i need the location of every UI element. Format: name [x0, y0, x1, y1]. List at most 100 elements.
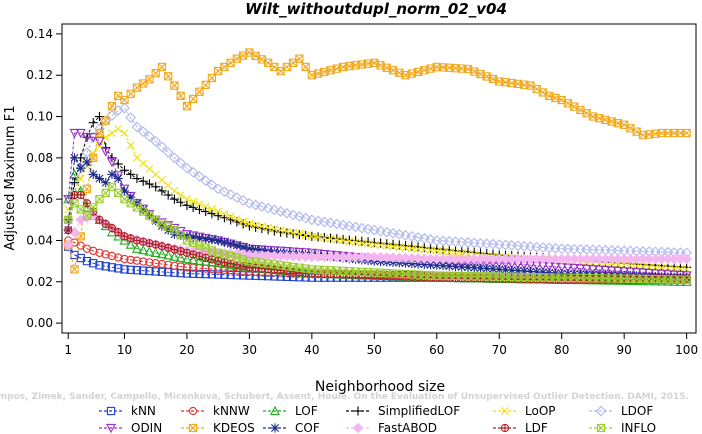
data-point: [270, 224, 279, 233]
x-tick-label: 90: [617, 343, 632, 357]
data-point: [94, 173, 105, 184]
data-point: [207, 73, 217, 83]
data-point: [220, 270, 229, 279]
data-point: [189, 94, 198, 104]
data-point: [156, 218, 167, 228]
data-point: [432, 246, 441, 255]
legend-marker: [188, 423, 198, 433]
data-point: [625, 267, 636, 278]
x-axis-label: Neighborhood size: [315, 379, 445, 395]
data-point: [282, 227, 291, 236]
data-point: [169, 251, 180, 261]
data-point: [119, 102, 130, 114]
x-tick-label: 50: [367, 343, 382, 357]
legend-marker: [501, 407, 509, 415]
data-point: [201, 269, 210, 279]
legend-label: ODIN: [131, 421, 162, 434]
data-point: [226, 212, 235, 221]
data-point: [219, 186, 230, 198]
data-point: [214, 207, 223, 216]
data-point: [76, 232, 85, 241]
data-point: [176, 262, 185, 271]
data-point: [232, 214, 241, 223]
series-line: [67, 51, 687, 270]
data-point: [144, 179, 155, 189]
data-point: [82, 157, 92, 167]
data-point: [201, 253, 210, 262]
x-tick-label: 70: [492, 343, 507, 357]
data-point: [407, 244, 416, 253]
data-point: [88, 169, 98, 179]
data-point: [189, 263, 198, 272]
data-point: [245, 271, 254, 280]
data-point: [164, 72, 173, 81]
legend-label: LDF: [525, 421, 548, 434]
data-point: [156, 141, 168, 153]
data-point: [107, 263, 117, 272]
data-point: [150, 247, 161, 258]
data-point: [212, 183, 224, 195]
data-point: [256, 201, 268, 212]
data-point: [606, 266, 617, 276]
data-point: [181, 253, 192, 264]
data-point: [170, 81, 179, 90]
legend-item-lof: LOF: [263, 404, 318, 418]
data-point: [82, 211, 92, 220]
data-point: [281, 207, 293, 219]
data-point: [294, 230, 304, 240]
legend-label: LOF: [295, 404, 318, 418]
data-point: [445, 248, 454, 257]
watermark-citation: Campos, Zimek, Sander, Campello, Micenko…: [0, 392, 689, 402]
data-point: [156, 248, 167, 259]
data-point: [207, 209, 217, 219]
x-tick-label: 20: [179, 343, 194, 357]
plot-frame: [61, 23, 697, 334]
data-point: [101, 219, 110, 229]
data-point: [95, 261, 104, 270]
data-point: [175, 157, 187, 169]
data-point: [213, 235, 223, 246]
data-point: [69, 178, 80, 188]
data-point: [194, 255, 205, 265]
data-point: [182, 102, 192, 111]
data-point: [170, 245, 179, 254]
series-line: [67, 107, 687, 254]
legend-label: LoOP: [525, 404, 556, 418]
data-point: [101, 262, 110, 271]
data-point: [207, 270, 217, 279]
data-point: [418, 233, 430, 244]
series-inflo: [64, 182, 691, 284]
data-point: [106, 157, 117, 168]
legend-item-ldf: LDF: [493, 421, 548, 434]
data-point: [457, 249, 466, 258]
data-point: [164, 243, 173, 253]
data-point: [126, 141, 135, 150]
data-point: [195, 252, 204, 261]
data-point: [89, 203, 98, 212]
data-point: [420, 245, 429, 254]
data-point: [82, 256, 92, 266]
data-point: [244, 197, 255, 209]
data-point: [231, 192, 243, 203]
data-point: [425, 234, 436, 245]
data-point: [219, 237, 230, 247]
data-point: [188, 254, 199, 265]
legend-marker: [270, 423, 280, 433]
data-point: [350, 221, 361, 233]
data-point: [126, 255, 135, 265]
data-point: [276, 226, 285, 235]
legend-item-kdeos: KDEOS: [181, 421, 255, 434]
data-point: [682, 128, 691, 138]
legend-item-cof: COF: [263, 421, 320, 434]
data-point: [120, 129, 129, 138]
data-point: [138, 176, 148, 186]
series-line: [67, 132, 687, 277]
legend-item-loop: LoOP: [493, 404, 556, 418]
data-point: [312, 215, 324, 227]
data-point: [145, 266, 154, 276]
data-point: [587, 265, 598, 275]
data-point: [239, 217, 248, 226]
data-point: [107, 129, 116, 138]
data-point: [62, 239, 74, 250]
series-ldof: [62, 102, 693, 259]
